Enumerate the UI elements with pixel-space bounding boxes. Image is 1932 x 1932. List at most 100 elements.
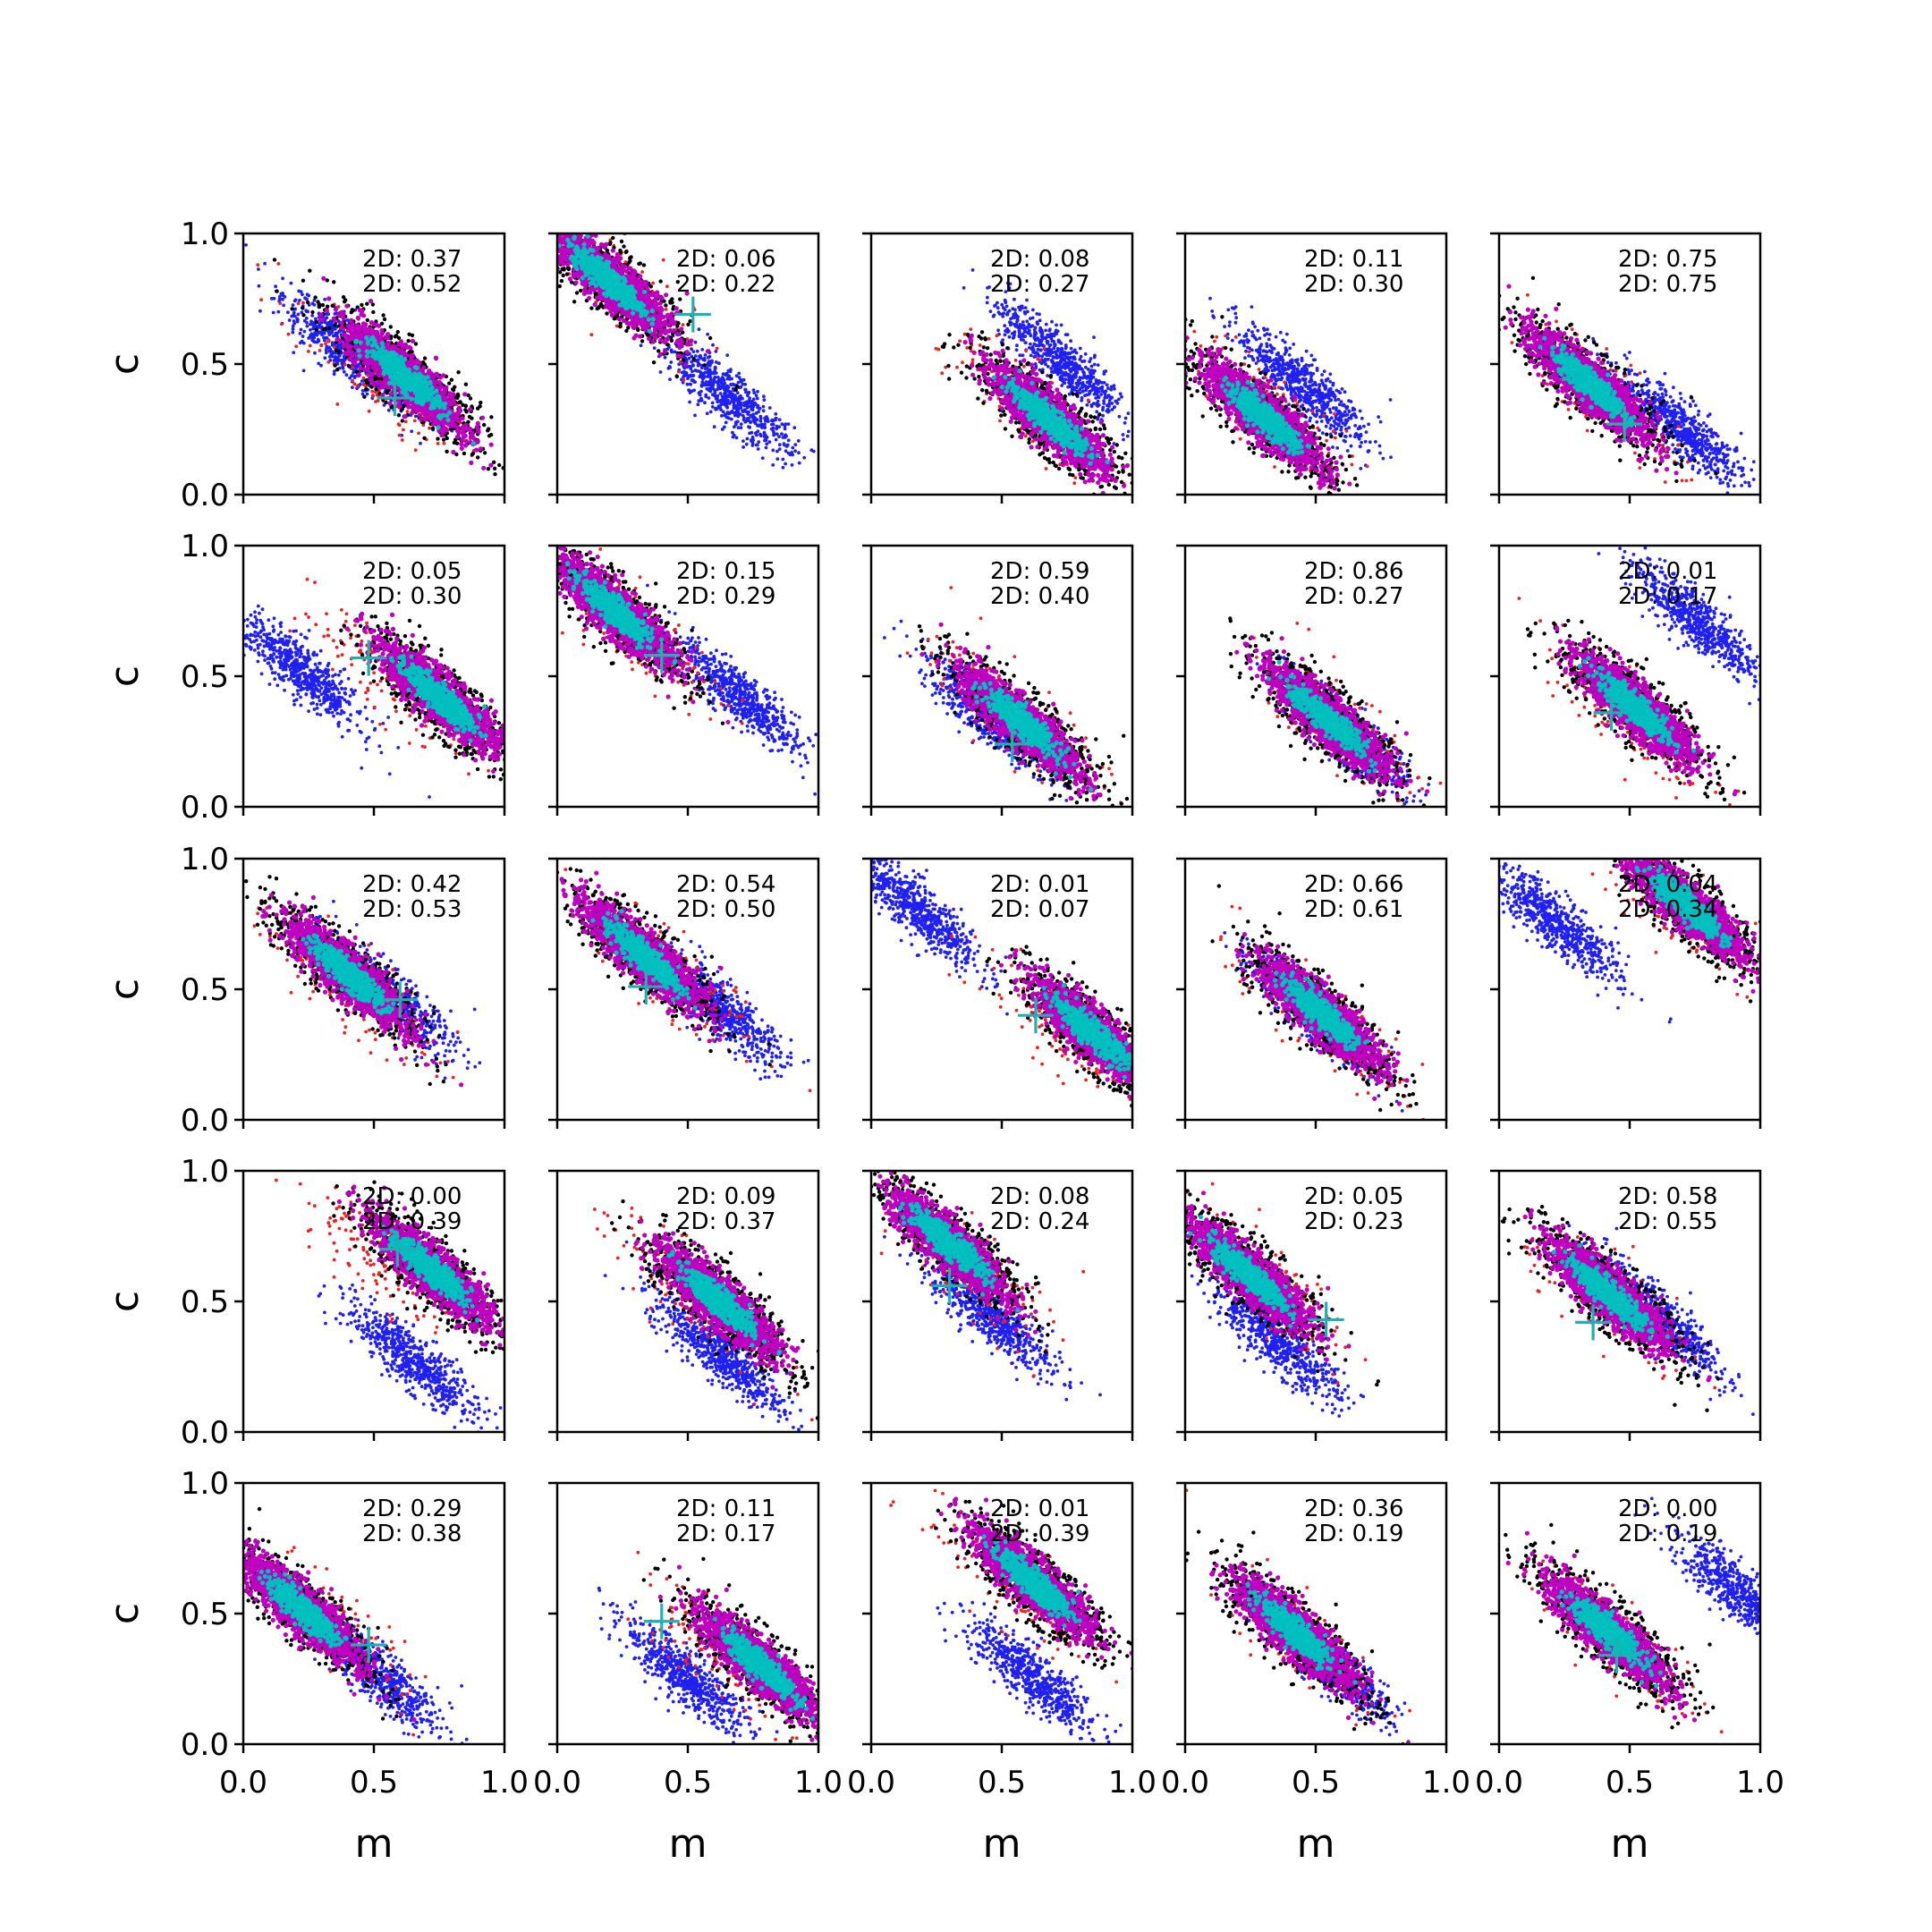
sample-point <box>405 369 410 374</box>
sample-point <box>339 326 343 330</box>
sample-point <box>257 267 260 271</box>
sample-point <box>772 434 775 437</box>
sample-point <box>675 374 679 377</box>
sample-point <box>256 263 259 267</box>
sample-point <box>301 313 305 317</box>
sample-point <box>548 242 552 245</box>
sample-point <box>321 303 325 307</box>
sample-point <box>358 366 362 370</box>
sample-point <box>488 463 493 468</box>
sample-point <box>791 453 794 457</box>
sample-point <box>786 444 790 447</box>
sample-point <box>713 371 716 375</box>
sample-point <box>524 194 528 198</box>
sample-point <box>348 357 352 361</box>
sample-point <box>753 419 757 422</box>
sample-point <box>702 358 706 361</box>
sample-point <box>711 383 715 386</box>
sample-point <box>389 325 393 328</box>
sample-point <box>564 211 568 215</box>
sample-point <box>763 398 767 402</box>
sample-point <box>543 226 547 230</box>
sample-point <box>757 447 760 451</box>
sample-point <box>305 321 309 325</box>
sample-point <box>263 262 267 266</box>
sample-point <box>686 374 690 377</box>
sample-point <box>792 426 796 429</box>
sample-point <box>778 443 782 446</box>
sample-point <box>357 348 361 352</box>
sample-point <box>771 463 775 467</box>
sample-point <box>729 390 733 394</box>
sample-point <box>722 411 725 414</box>
sample-point <box>723 413 726 417</box>
sample-point <box>565 228 569 232</box>
sample-point <box>455 442 459 445</box>
sample-point <box>419 417 423 421</box>
sample-point <box>787 452 791 455</box>
sample-point <box>326 305 329 309</box>
sample-point <box>741 439 745 443</box>
sample-point <box>414 415 418 419</box>
sample-point <box>292 311 296 315</box>
sample-point <box>244 243 248 247</box>
sample-point <box>731 398 734 402</box>
sample-point <box>445 436 449 440</box>
sample-point <box>714 366 717 369</box>
sample-point <box>535 204 538 208</box>
sample-point <box>290 282 293 285</box>
sample-point <box>620 240 623 243</box>
sample-point <box>506 208 510 212</box>
sample-point <box>281 276 284 280</box>
sample-point <box>310 310 314 314</box>
sample-point <box>740 422 743 426</box>
sample-point <box>292 325 295 328</box>
sample-point <box>539 246 543 250</box>
sample-point <box>756 390 759 394</box>
sample-point <box>415 381 419 386</box>
sample-point <box>751 442 755 445</box>
sample-point <box>384 401 387 404</box>
sample-point <box>548 241 552 244</box>
sample-point <box>366 318 369 322</box>
sample-point <box>332 280 335 284</box>
sample-point <box>351 386 354 389</box>
sample-point <box>342 333 346 337</box>
sample-point <box>589 306 593 309</box>
sample-point <box>468 407 472 411</box>
sample-point <box>468 427 472 431</box>
sample-point <box>275 289 278 292</box>
sample-point <box>552 228 555 232</box>
sample-point <box>474 448 479 453</box>
sample-point <box>337 344 341 348</box>
sample-point <box>297 313 301 317</box>
sample-point <box>489 415 493 419</box>
sample-point <box>386 332 390 336</box>
sample-point <box>549 240 553 243</box>
sample-point <box>287 333 291 336</box>
sample-point <box>476 421 480 426</box>
sample-point <box>397 413 401 417</box>
sample-point <box>532 208 536 212</box>
sample-point <box>403 343 408 347</box>
sample-point <box>258 309 262 313</box>
sample-point <box>756 397 759 401</box>
sample-point <box>439 384 444 388</box>
sample-point <box>770 423 774 427</box>
sample-point <box>439 433 444 437</box>
sample-point <box>278 295 282 299</box>
sample-point <box>397 404 402 409</box>
sample-point <box>479 401 482 404</box>
sample-point <box>422 436 426 440</box>
sample-point <box>456 429 461 434</box>
sample-point <box>751 412 755 416</box>
sample-point <box>715 350 718 353</box>
sample-point <box>493 472 496 476</box>
sample-point <box>463 408 467 411</box>
sample-point <box>558 225 562 229</box>
sample-point <box>545 194 548 198</box>
sample-point <box>430 402 435 406</box>
sample-point <box>280 323 284 326</box>
sample-point <box>730 377 733 381</box>
sample-point <box>359 341 363 345</box>
